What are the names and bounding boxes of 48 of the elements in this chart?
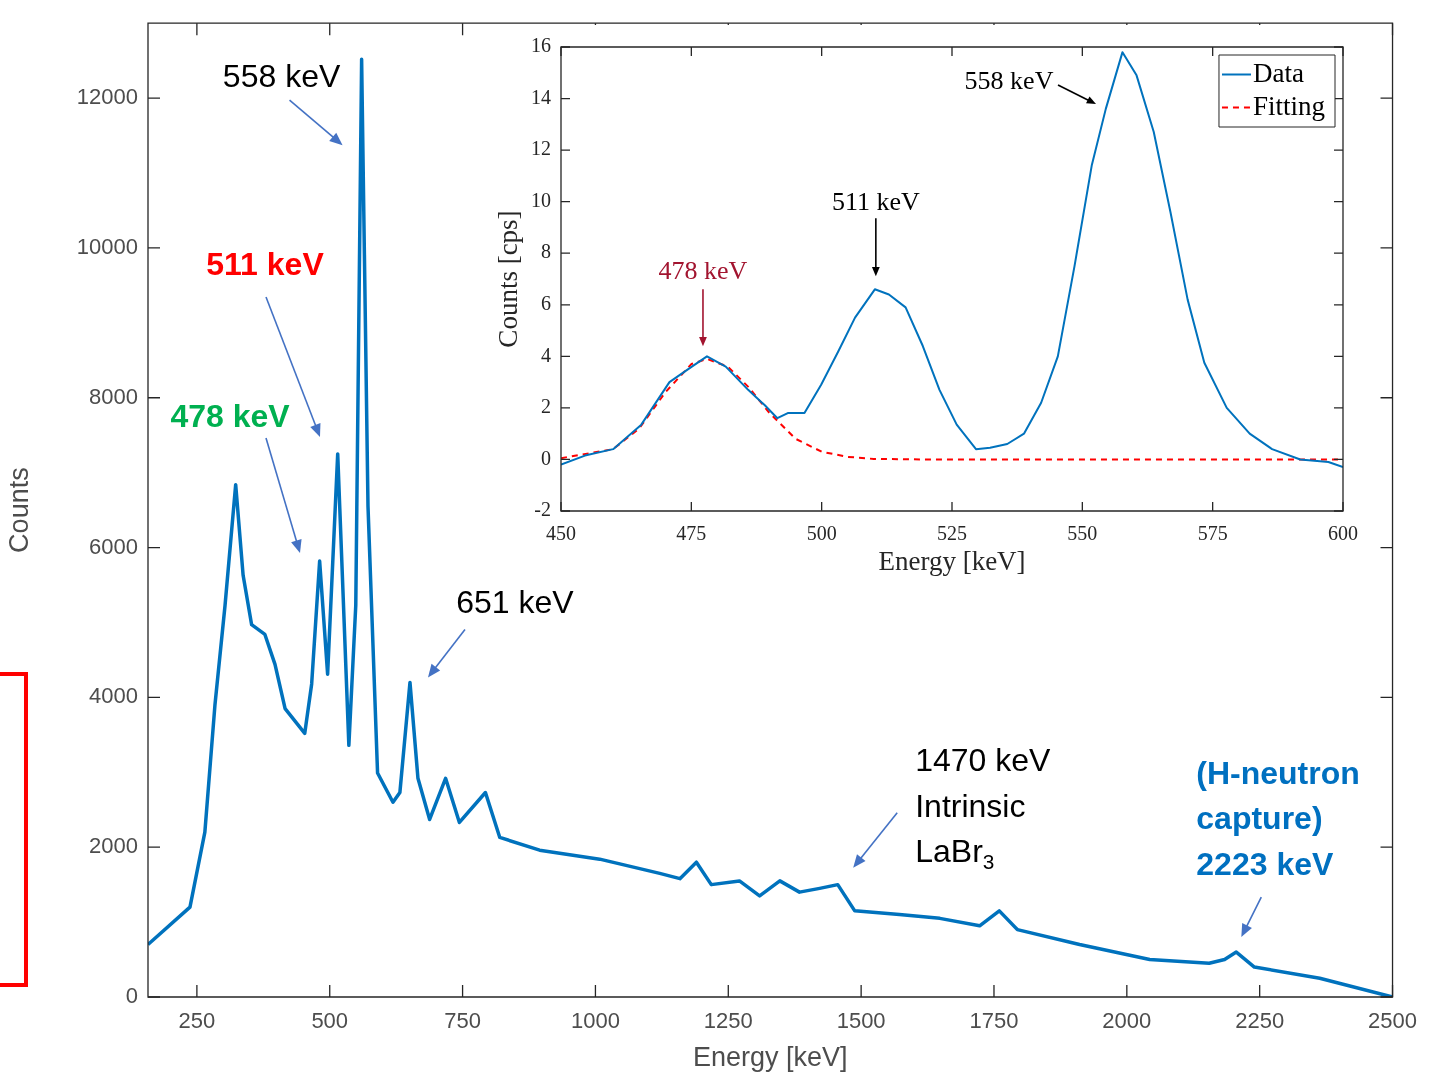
y-tick-label: 4000 xyxy=(89,683,138,709)
x-tick-label: 1500 xyxy=(836,1008,886,1034)
x-tick-label: 450 xyxy=(546,522,576,545)
annotation: 511 keV xyxy=(206,245,325,282)
y-tick-label: 10 xyxy=(531,188,551,211)
y-tick-label: 10000 xyxy=(76,233,138,259)
annotation: 651 keV xyxy=(456,584,575,621)
legend-label: Data xyxy=(1252,57,1304,88)
y-tick-label: 6 xyxy=(541,292,551,315)
x-tick-label: 525 xyxy=(937,522,967,545)
y-tick-label: -2 xyxy=(534,498,551,521)
annotation: 478 keV xyxy=(658,256,748,286)
x-tick-label: 750 xyxy=(444,1008,481,1034)
y-tick-label: 8000 xyxy=(89,383,138,409)
x-tick-label: 1750 xyxy=(969,1008,1019,1034)
x-tick-label: 250 xyxy=(178,1008,216,1034)
x-tick-label: 500 xyxy=(311,1008,349,1034)
x-tick-label: 475 xyxy=(676,522,707,545)
x-tick-label: 1250 xyxy=(703,1008,753,1034)
y-tick-label: 2 xyxy=(541,395,551,418)
y-axis-title: Counts [cps] xyxy=(493,210,524,348)
y-tick-label: 0 xyxy=(541,446,551,469)
y-tick-label: 12 xyxy=(531,137,551,160)
annotation: 478 keV xyxy=(170,397,291,434)
y-axis-title: Counts xyxy=(3,467,34,553)
x-axis-title: Energy [keV] xyxy=(692,1042,848,1073)
x-tick-label: 550 xyxy=(1067,522,1098,545)
x-axis-title: Energy [keV] xyxy=(878,545,1026,576)
y-tick-label: 8 xyxy=(541,240,551,263)
x-tick-label: 2000 xyxy=(1102,1008,1152,1034)
y-tick-label: 6000 xyxy=(89,533,138,559)
annotation: 558 keV xyxy=(964,65,1054,95)
y-tick-label: 0 xyxy=(125,983,138,1009)
y-tick-label: 4 xyxy=(541,343,551,366)
y-tick-label: 16 xyxy=(531,34,551,57)
x-tick-label: 2250 xyxy=(1235,1008,1285,1034)
x-tick-label: 2500 xyxy=(1368,1008,1418,1034)
x-tick-label: 1000 xyxy=(570,1008,620,1034)
annotation: 511 keV xyxy=(831,187,920,217)
x-tick-label: 575 xyxy=(1197,522,1228,545)
x-tick-label: 600 xyxy=(1328,522,1358,545)
x-tick-label: 500 xyxy=(806,522,837,545)
legend-label: Fitting xyxy=(1252,90,1326,121)
y-tick-label: 14 xyxy=(531,85,551,108)
annotation: 558 keV xyxy=(222,57,341,94)
annotation: (H-neutron capture) 2223 keV xyxy=(1196,754,1360,882)
y-tick-label: 2000 xyxy=(89,833,138,859)
y-tick-label: 12000 xyxy=(76,84,138,110)
